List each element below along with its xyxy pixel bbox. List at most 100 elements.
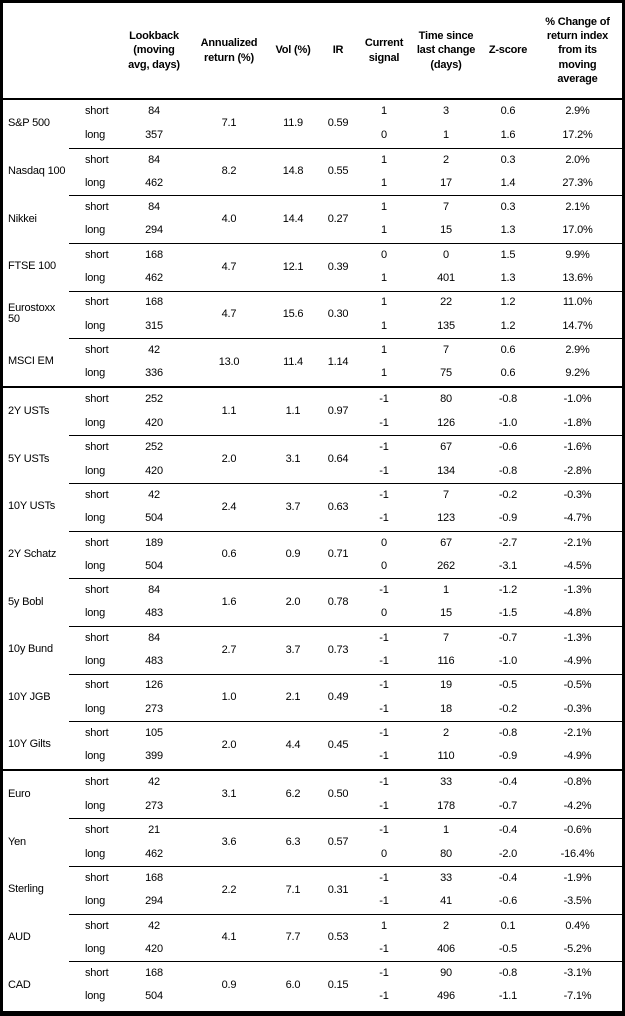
vol-value: 14.8	[269, 147, 317, 196]
zscore-value: -0.8	[483, 721, 533, 745]
lookback-value: 189	[119, 530, 189, 555]
lookback-value: 168	[119, 290, 189, 315]
vol-value: 15.6	[269, 290, 317, 339]
current-signal-value: -1	[359, 961, 409, 985]
pct-change-value: -4.9%	[563, 655, 592, 668]
days-since-change-value: 401	[437, 272, 455, 285]
lookback-value: 462	[145, 272, 163, 285]
days-since-change-value: 1	[443, 129, 449, 142]
annualized-return-value: 4.7	[189, 242, 269, 291]
asset-group: 10Y JGB 1.0 2.1 0.49 short 126 -1 19 -0.5 -0.5% lo…	[3, 673, 622, 722]
zscore-value: -0.4	[483, 818, 533, 842]
pct-change-value: -4.5%	[563, 559, 592, 572]
ir-value: 0.78	[317, 578, 359, 626]
lookback-value: 420	[145, 416, 163, 429]
asset-group: 5y Bobl 1.6 2.0 0.78 short 84 -1 1 -1.2 -1.3% long…	[3, 578, 622, 626]
horizon-label: short	[69, 578, 119, 602]
horizon-label: short	[69, 338, 119, 362]
horizon-label: short	[69, 195, 119, 219]
current-signal-value: -1	[359, 818, 409, 842]
horizon-label: short	[69, 721, 119, 745]
annualized-return-value: 0.9	[189, 961, 269, 1009]
pct-change-value: -4.8%	[563, 607, 592, 620]
ir-value: 1.14	[317, 338, 359, 386]
ir-value: 0.50	[327, 788, 349, 801]
pct-change-value: -5.2%	[563, 942, 592, 955]
pct-change-value: -1.6%	[533, 435, 622, 459]
days-since-change-value: 2	[409, 147, 483, 172]
ir-value: 0.27	[317, 195, 359, 243]
days-since-change-value: 7	[409, 625, 483, 650]
current-signal-value: -1	[379, 895, 389, 908]
col-header-lookback: Lookback (moving avg, days)	[128, 30, 180, 71]
asset-name: 10Y USTs	[8, 500, 56, 513]
annualized-return-value: 1.6	[189, 578, 269, 626]
asset-name: Euro	[8, 788, 31, 801]
zscore-value: -0.6	[483, 435, 533, 459]
col-header-vol: Vol (%)	[275, 44, 311, 57]
zscore-value: -1.5	[498, 607, 518, 620]
pct-change-value: 11.0%	[533, 290, 622, 315]
ir-value: 0.59	[327, 117, 349, 130]
vol-value: 2.1	[269, 673, 317, 722]
annualized-return-value: 2.4	[189, 483, 269, 531]
annualized-return-value: 0.6	[189, 530, 269, 579]
current-signal-value: -1	[379, 990, 389, 1003]
zscore-value: 0.3	[483, 195, 533, 219]
days-since-change-value: 406	[437, 942, 455, 955]
current-signal-value: -1	[379, 655, 389, 668]
current-signal-value: -1	[379, 702, 389, 715]
pct-change-value: -2.8%	[563, 464, 592, 477]
lookback-value: 252	[145, 393, 163, 406]
zscore-value: -0.2	[498, 702, 518, 715]
ir-value: 0.45	[317, 721, 359, 769]
current-signal-value: -1	[379, 464, 389, 477]
asset-name: 2Y Schatz	[8, 547, 57, 560]
lookback-value: 462	[145, 176, 163, 189]
vol-value: 0.9	[269, 530, 317, 579]
horizon-label: long	[85, 847, 105, 860]
current-signal-value: -1	[379, 799, 389, 812]
zscore-value: -1.1	[498, 990, 518, 1003]
asset-group: FTSE 100 4.7 12.1 0.39 short 168 0 0 1.5 9.9% long…	[3, 242, 622, 291]
current-signal-value: 0	[381, 847, 387, 860]
col-header-zscore: Z-score	[488, 44, 528, 57]
current-signal-value: -1	[379, 416, 389, 429]
horizon-label: long	[85, 942, 105, 955]
col-header-pct-change: % Change of return index from its moving…	[545, 15, 610, 85]
current-signal-value: 1	[381, 176, 387, 189]
horizon-label: short	[69, 625, 119, 650]
days-since-change-value: 75	[440, 367, 452, 380]
horizon-label: short	[85, 393, 109, 406]
lookback-value: 294	[145, 895, 163, 908]
zscore-value: -0.8	[483, 961, 533, 985]
current-signal-value: 0	[359, 530, 409, 555]
zscore-value: -0.6	[498, 895, 518, 908]
horizon-label: short	[85, 776, 109, 789]
pct-change-value: -1.3%	[533, 578, 622, 602]
pct-change-value: -0.3%	[533, 483, 622, 507]
days-since-change-value: 22	[409, 290, 483, 315]
current-signal-value: -1	[379, 750, 389, 763]
annualized-return-value: 13.0	[189, 338, 269, 386]
asset-name: Nikkei	[8, 212, 37, 225]
horizon-label: long	[85, 129, 105, 142]
horizon-label: long	[85, 464, 105, 477]
asset-name: 10Y JGB	[8, 690, 51, 703]
zscore-value: 0.6	[483, 338, 533, 362]
asset-name: AUD	[8, 930, 31, 943]
zscore-value: -1.2	[483, 578, 533, 602]
annualized-return-value: 7.1	[221, 117, 237, 130]
days-since-change-value: 0	[409, 242, 483, 267]
lookback-value: 126	[119, 673, 189, 698]
pct-change-value: 27.3%	[562, 176, 593, 189]
horizon-label: long	[85, 416, 105, 429]
pct-change-value: -3.5%	[563, 895, 592, 908]
horizon-label: short	[69, 290, 119, 315]
asset-group: 10y Bund 2.7 3.7 0.73 short 84 -1 7 -0.7 -1.3% lon…	[3, 625, 622, 674]
asset-group: Eurostoxx 50 4.7 15.6 0.30 short 168 1 22 1.2 11.…	[3, 290, 622, 339]
horizon-label: long	[85, 319, 105, 332]
zscore-value: -0.5	[483, 673, 533, 698]
vol-value: 11.4	[269, 338, 317, 386]
vol-value: 1.1	[285, 405, 301, 418]
